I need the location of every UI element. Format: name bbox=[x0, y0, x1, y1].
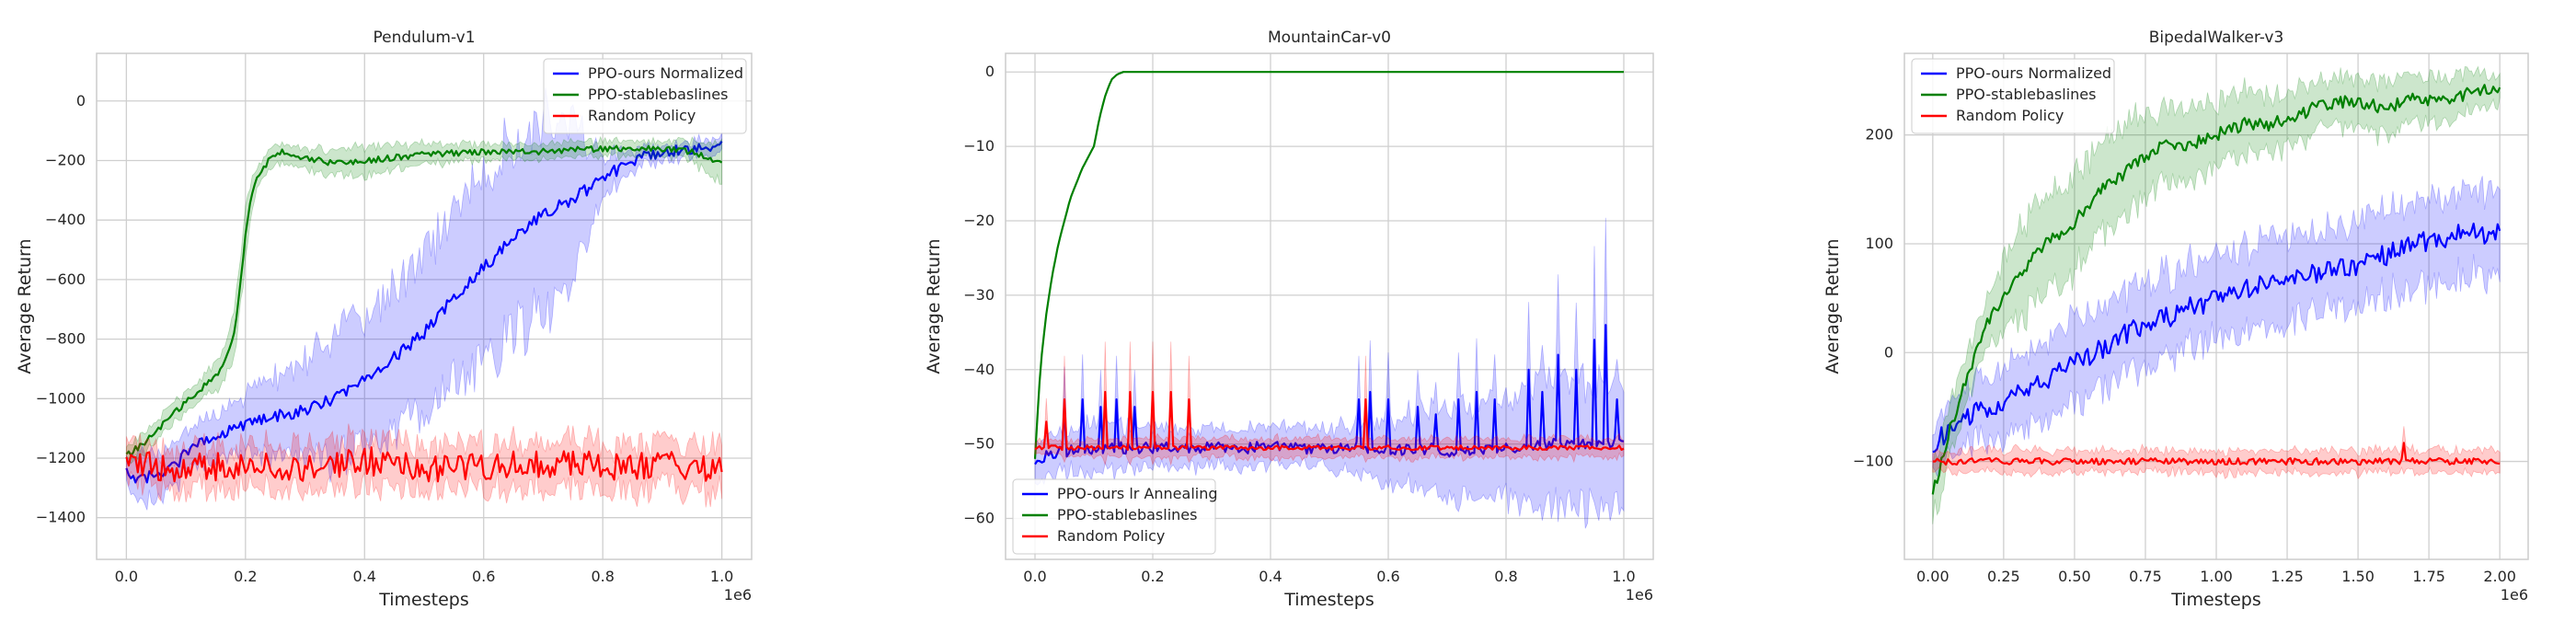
y-tick-label: 100 bbox=[1865, 235, 1893, 252]
y-tick-label: −60 bbox=[963, 510, 995, 527]
plot-frame bbox=[1005, 52, 1654, 560]
x-tick-label: 0.0 bbox=[115, 568, 138, 585]
x-offset-label: 1e6 bbox=[2501, 586, 2528, 604]
legend-box bbox=[1911, 58, 2115, 134]
x-tick-label: 0.25 bbox=[1987, 568, 2020, 585]
series-line-3 bbox=[1034, 390, 1625, 452]
chart-title: MountainCar-v0 bbox=[1268, 29, 1391, 47]
series-line-2 bbox=[125, 144, 723, 456]
x-offset-label: 1e6 bbox=[724, 586, 752, 604]
y-tick-label: 0 bbox=[985, 63, 995, 80]
series-line-2 bbox=[1033, 71, 1624, 459]
series-band-1 bbox=[1932, 176, 2501, 477]
x-tick-label: 0.8 bbox=[591, 568, 614, 585]
legend-entry: PPO-ours lr Annealing bbox=[1057, 485, 1218, 502]
legend-box bbox=[1012, 478, 1216, 555]
x-tick-label: 0.2 bbox=[234, 568, 257, 585]
legend-entry: PPO-stablebaslines bbox=[1057, 506, 1197, 523]
series-band-1 bbox=[126, 87, 722, 511]
y-tick-label: −50 bbox=[963, 435, 995, 453]
legend-box bbox=[543, 58, 747, 134]
x-axis-label: Timesteps bbox=[1283, 590, 1374, 610]
x-tick-label: 0.75 bbox=[2129, 568, 2162, 585]
legend-entry: PPO-ours Normalized bbox=[588, 64, 743, 82]
legend-entry: PPO-ours Normalized bbox=[1956, 64, 2111, 82]
y-axis-label: Average Return bbox=[15, 238, 35, 374]
y-tick-label: −100 bbox=[1853, 453, 1893, 470]
x-tick-label: 2.00 bbox=[2483, 568, 2516, 585]
y-axis-label: Average Return bbox=[1823, 238, 1843, 374]
series-line-3 bbox=[125, 446, 723, 483]
legend-entry: PPO-stablebaslines bbox=[1956, 86, 2096, 103]
y-tick-label: −40 bbox=[963, 361, 995, 378]
x-tick-label: 0.4 bbox=[1259, 568, 1282, 585]
legend-entry: Random Policy bbox=[588, 107, 696, 124]
series-group bbox=[1033, 71, 1625, 529]
series-line-2 bbox=[1931, 84, 2501, 495]
chart-panel-3: 0.00 0.25 0.50 0.75 1.00 1.25 1.50 1.75 2.00 −100… bbox=[1823, 29, 2529, 610]
y-tick-label: −1200 bbox=[36, 449, 86, 466]
y-tick-label: −20 bbox=[963, 212, 995, 229]
series-line-3 bbox=[1932, 442, 2501, 466]
x-tick-label: 1.25 bbox=[2271, 568, 2304, 585]
y-axis-label: Average Return bbox=[924, 238, 944, 374]
y-tick-label: −30 bbox=[963, 286, 995, 304]
x-axis-label: Timesteps bbox=[2170, 590, 2261, 610]
x-axis-label: Timesteps bbox=[378, 590, 469, 610]
y-tick-label: −400 bbox=[45, 211, 86, 228]
x-tick-label: 1.0 bbox=[710, 568, 733, 585]
x-offset-label: 1e6 bbox=[1626, 586, 1653, 604]
series-band-3 bbox=[126, 423, 722, 508]
y-tick-label: −1400 bbox=[36, 509, 86, 526]
x-tick-label: 0.6 bbox=[472, 568, 495, 585]
x-tick-label: 0.00 bbox=[1916, 568, 1949, 585]
legend: PPO-ours Normalized PPO-stablebaslines Ran… bbox=[543, 58, 747, 134]
x-tick-label: 0.0 bbox=[1023, 568, 1046, 585]
y-tick-label: 200 bbox=[1865, 126, 1893, 144]
series-line-1 bbox=[1932, 222, 2501, 454]
chart-panel-1: 0.0 0.2 0.4 0.6 0.8 1.0 −1400 −1200 −1000 −800 −60… bbox=[15, 29, 753, 610]
series-band-2 bbox=[1932, 65, 2501, 524]
y-tick-label: −10 bbox=[963, 137, 995, 155]
x-tick-label: 0.2 bbox=[1141, 568, 1164, 585]
series-band-3 bbox=[1932, 426, 2501, 480]
x-tick-label: 0.8 bbox=[1494, 568, 1517, 585]
legend-entry: Random Policy bbox=[1956, 107, 2064, 124]
legend-entry: Random Policy bbox=[1057, 527, 1165, 545]
y-tick-label: 0 bbox=[1884, 343, 1893, 361]
x-tick-label: 0.4 bbox=[353, 568, 376, 585]
y-tick-label: −600 bbox=[45, 270, 86, 288]
legend-entry: PPO-stablebaslines bbox=[588, 86, 728, 103]
x-tick-label: 1.00 bbox=[2200, 568, 2233, 585]
y-tick-label: −200 bbox=[45, 151, 86, 168]
y-tick-label: −1000 bbox=[36, 389, 86, 407]
chart-title: Pendulum-v1 bbox=[373, 29, 475, 47]
x-tick-label: 0.50 bbox=[2058, 568, 2091, 585]
series-band-2 bbox=[126, 135, 722, 465]
plot-frame bbox=[1903, 52, 2529, 560]
plot-area bbox=[1006, 53, 1653, 559]
chart-panel-2: 0.0 0.2 0.4 0.6 0.8 1.0 −60 −50 −40 −30 −20 −10 0 Mou… bbox=[924, 29, 1654, 610]
plot-frame bbox=[96, 52, 753, 560]
y-tick-label: −800 bbox=[45, 330, 86, 348]
series-line-1 bbox=[125, 140, 723, 484]
x-tick-label: 0.6 bbox=[1376, 568, 1399, 585]
series-band-1 bbox=[1034, 217, 1625, 529]
x-tick-label: 1.0 bbox=[1612, 568, 1635, 585]
x-tick-label: 1.50 bbox=[2341, 568, 2375, 585]
y-tick-label: 0 bbox=[76, 92, 86, 109]
chart-title: BipedalWalker-v3 bbox=[2149, 29, 2284, 47]
x-tick-label: 1.75 bbox=[2412, 568, 2445, 585]
legend: PPO-ours Normalized PPO-stablebaslines Ran… bbox=[1911, 58, 2115, 134]
series-group bbox=[1931, 65, 2501, 524]
series-group bbox=[125, 87, 723, 511]
legend: PPO-ours lr Annealing PPO-stablebaslines R… bbox=[1012, 478, 1218, 555]
